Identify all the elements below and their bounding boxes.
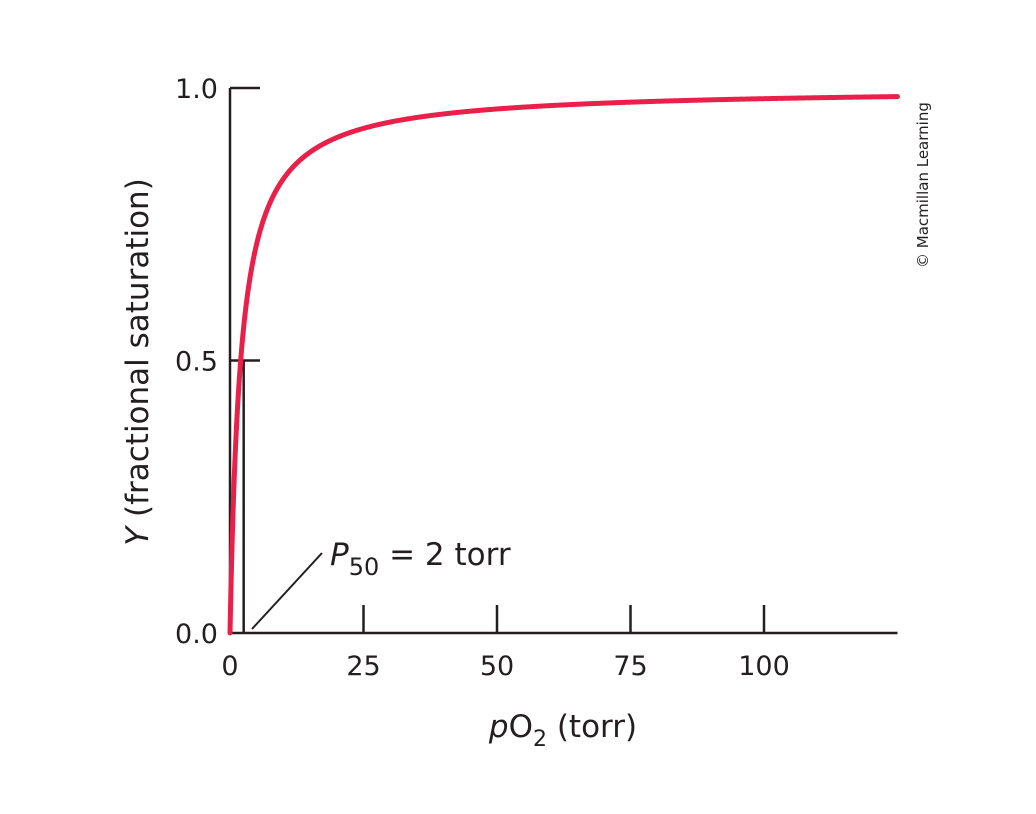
- axes: 0 25 50 75 100 0.0 0.5 1.0: [175, 74, 898, 682]
- y-axis-label: Y (fractional saturation): [120, 178, 156, 546]
- saturation-curve: [227, 94, 900, 636]
- copyright: © Macmillan Learning: [914, 102, 932, 268]
- y-tick-label: 1.0: [175, 74, 218, 105]
- x-tick-label: 25: [346, 651, 380, 682]
- p50-annotation: P50 = 2 torr: [330, 537, 511, 581]
- x-tick-label: 75: [613, 651, 647, 682]
- x-tick-label: 0: [221, 651, 238, 682]
- p50-leader-line: [251, 552, 323, 630]
- y-tick-label: 0.0: [175, 619, 218, 650]
- y-tick-label: 0.5: [175, 347, 218, 378]
- x-axis-label: pO2 (torr): [488, 709, 637, 752]
- x-tick-label: 100: [738, 651, 790, 682]
- x-tick-label: 50: [480, 651, 514, 682]
